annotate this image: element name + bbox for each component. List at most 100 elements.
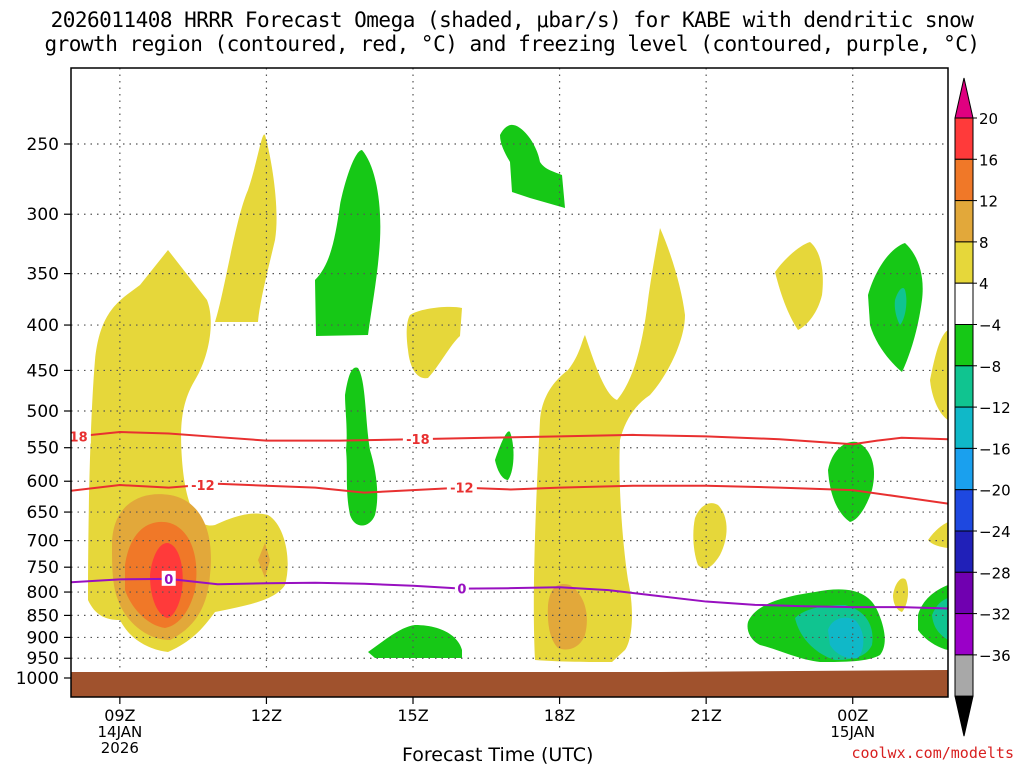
- contour-line-1: [71, 430, 948, 446]
- chart-title-line-2: growth region (contoured, red, °C) and f…: [44, 32, 980, 56]
- colorbar-segment-12: [954, 571, 974, 615]
- contour-label-3-2: 0: [457, 583, 466, 598]
- colorbar-label-9: −16: [979, 440, 1011, 458]
- colorbar-label-6: −4: [979, 317, 1001, 335]
- omega-region-green-upper: [315, 150, 381, 336]
- chart-title-line-1: 2026011408 HRRR Forecast Omega (shaded, …: [50, 8, 974, 32]
- colorbar-label-13: −32: [979, 606, 1011, 624]
- x-tick-label-15Z: 15Z: [397, 706, 428, 725]
- credit-text: coolwx.com/modelts: [851, 744, 1014, 762]
- colorbar-label-3: 12: [979, 193, 998, 211]
- omega-region-green-low: [368, 625, 462, 658]
- grid-lines: [71, 68, 948, 697]
- omega-region-cyan-lower-right: [828, 617, 864, 659]
- colorbar-label-12: −28: [979, 564, 1011, 582]
- colorbar-label-5: 4: [979, 275, 989, 293]
- temperature-contours: -18 -18 -12 -12 0 0: [64, 428, 948, 610]
- omega-region-yellow-top-right: [775, 242, 823, 330]
- y-tick-label-750: 750: [27, 558, 59, 578]
- colorbar-segment-3: [954, 200, 974, 243]
- colorbar-segment-8: [954, 406, 974, 449]
- y-axis: 2503003504004505005506006507007508008509…: [16, 135, 71, 689]
- colorbar-label-11: −24: [979, 523, 1011, 541]
- colorbar-segment-10: [954, 489, 974, 532]
- omega-region-yellow-far-right-b: [928, 522, 948, 548]
- contour-label-bg-2-2: [446, 479, 477, 495]
- y-tick-label-600: 600: [27, 472, 59, 492]
- x-tick-label-12Z: 12Z: [251, 706, 282, 725]
- contour-label-bg-3-2: [454, 580, 469, 596]
- y-tick-label-350: 350: [27, 265, 59, 285]
- colorbar-label-1: 20: [979, 110, 998, 128]
- y-tick-label-250: 250: [27, 135, 59, 155]
- y-tick-label-850: 850: [27, 606, 59, 626]
- y-tick-label-550: 550: [27, 439, 59, 459]
- colorbar-label-7: −8: [979, 358, 1001, 376]
- x-tick-sublabel-00Z: 15JAN: [830, 723, 875, 741]
- omega-region-yellow-mid: [406, 306, 462, 379]
- y-tick-label-950: 950: [27, 649, 59, 669]
- colorbar: 20 16 12 8 4 −4 −8 −12 −16 −20 −24 −28 −32 −36: [954, 77, 1011, 737]
- colorbar-segment-11: [954, 530, 974, 573]
- colorbar-segment-14: [954, 654, 974, 697]
- colorbar-segment-4: [954, 241, 974, 284]
- colorbar-segment-6: [954, 324, 974, 367]
- contour-label-bg-3-1: [161, 570, 176, 586]
- y-tick-label-650: 650: [27, 503, 59, 523]
- y-tick-label-1000: 1000: [16, 669, 59, 689]
- omega-region-yellow-21z: [693, 503, 727, 569]
- omega-region-green-right-mid: [828, 441, 875, 522]
- x-tick-label-09Z: 09Z: [104, 706, 135, 725]
- contour-label-3-1: 0: [164, 573, 173, 588]
- y-tick-label-500: 500: [27, 402, 59, 422]
- y-tick-label-700: 700: [27, 532, 59, 552]
- colorbar-segment-5: [954, 282, 974, 326]
- y-tick-label-450: 450: [27, 361, 59, 381]
- contour-label-1-2: -18: [406, 433, 430, 448]
- omega-region-yellow-far-right-a: [930, 330, 948, 420]
- y-tick-label-400: 400: [27, 316, 59, 336]
- contour-label-bg-2-1: [187, 476, 218, 492]
- colorbar-segment-9: [954, 447, 974, 491]
- colorbar-label-2: 16: [979, 151, 998, 169]
- terrain-below-ground: [71, 672, 948, 697]
- x-tick-label-00Z: 00Z: [837, 706, 868, 725]
- x-tick-year-09Z: 2026: [101, 739, 139, 757]
- colorbar-label-8: −12: [979, 399, 1011, 417]
- contour-label-bg-1-2: [402, 431, 433, 447]
- plot-frame: [70, 67, 949, 698]
- x-tick-label-21Z: 21Z: [690, 706, 721, 725]
- colorbar-segment-1: [954, 117, 974, 160]
- contour-label-2-1: -12: [191, 479, 215, 494]
- colorbar-segment-7: [954, 365, 974, 408]
- x-axis-title: Forecast Time (UTC): [402, 744, 594, 766]
- colorbar-label-4: 8: [979, 234, 989, 252]
- omega-region-yellow-right-column: [533, 228, 685, 662]
- colorbar-top-arrow: [954, 77, 974, 119]
- omega-region-yellow-upper-spike: [215, 134, 277, 322]
- colorbar-segment-13: [954, 613, 974, 656]
- omega-region-orange-18z: [547, 584, 587, 650]
- contour-label-bg-1-1: [71, 428, 91, 444]
- omega-shading: [88, 124, 948, 662]
- contour-label-1-1: -18: [64, 431, 88, 446]
- x-tick-label-18Z: 18Z: [544, 706, 575, 725]
- y-tick-label-800: 800: [27, 583, 59, 603]
- colorbar-segment-2: [954, 158, 974, 202]
- contour-line-3: [71, 577, 948, 610]
- colorbar-label-14: −36: [979, 647, 1011, 665]
- y-tick-label-900: 900: [27, 628, 59, 648]
- omega-region-green-small: [495, 431, 514, 480]
- omega-region-yellow-small-00z: [893, 578, 909, 612]
- contour-label-2-2: -12: [450, 482, 474, 497]
- y-tick-label-300: 300: [27, 205, 59, 225]
- terrain-edge: [660, 670, 948, 672]
- colorbar-bottom-arrow: [954, 695, 974, 737]
- colorbar-label-10: −20: [979, 482, 1011, 500]
- omega-region-green-top: [500, 124, 565, 208]
- x-tick-sublabel-09Z: 14JAN: [97, 723, 142, 741]
- omega-region-green-mid: [345, 367, 378, 526]
- omega-region-teal-right-upper: [894, 288, 907, 325]
